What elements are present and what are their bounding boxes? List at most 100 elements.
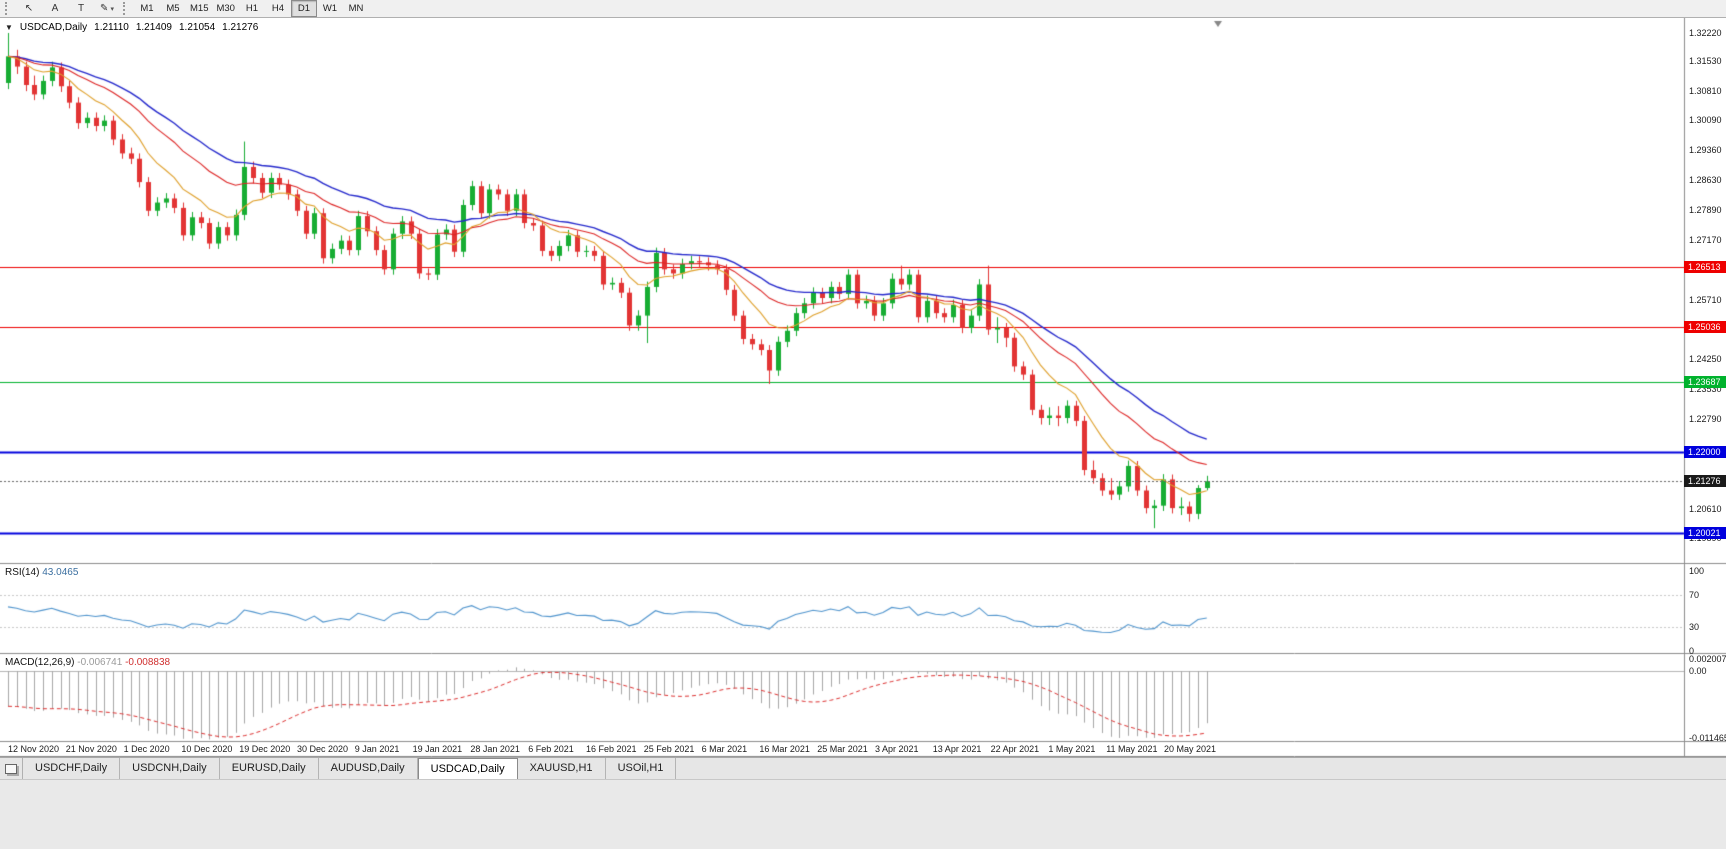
timeframe-button-m5[interactable]: M5: [166, 3, 180, 14]
date-label: 20 May 2021: [1164, 744, 1217, 754]
price-axis-label: 1.30090: [1689, 115, 1722, 126]
chart-tab-usdcnh[interactable]: USDCNH,Daily: [120, 758, 220, 779]
timeframe-button-h4[interactable]: H4: [271, 3, 285, 14]
price-line-badge: 1.25036: [1684, 321, 1726, 334]
chart-tabbar: USDCHF,Daily USDCNH,Daily EURUSD,Daily AUDU…: [0, 757, 1726, 779]
date-label: 6 Feb 2021: [528, 744, 574, 754]
date-label: 1 Dec 2020: [123, 744, 170, 754]
chart-canvas[interactable]: [0, 18, 1726, 757]
macd-name: MACD(12,26,9): [5, 657, 75, 668]
date-label: 19 Jan 2021: [412, 744, 463, 754]
text-tool-icon: T: [77, 3, 85, 14]
price-axis-label: 1.24250: [1689, 354, 1722, 365]
price-line-badge: 1.26513: [1684, 260, 1726, 273]
chart-tab-eurusd[interactable]: EURUSD,Daily: [219, 758, 319, 779]
text-tool-button[interactable]: T: [68, 0, 94, 17]
chart-tab-usdcad[interactable]: USDCAD,Daily: [417, 758, 518, 779]
rsi-name: RSI(14): [5, 567, 40, 578]
macd-main-value: -0.006741: [77, 657, 123, 668]
rsi-axis-label: 100: [1689, 566, 1705, 576]
status-area: [0, 779, 1726, 849]
macd-axis-label: 0.0020074: [1689, 654, 1726, 665]
timeframe-button-h1[interactable]: H1: [245, 3, 259, 14]
cursor-tool-icon: ↖: [24, 3, 34, 14]
timeframe-button-m1[interactable]: M1: [140, 3, 154, 14]
date-label: 6 Mar 2021: [701, 744, 748, 754]
chart-tab-audusd[interactable]: AUDUSD,Daily: [318, 758, 418, 779]
text-label-tool-button[interactable]: A: [42, 0, 68, 17]
macd-axis-label: -0.0114652: [1689, 733, 1726, 744]
tools-group: ↖ A T ✎ ▾: [16, 0, 120, 17]
date-label: 1 May 2021: [1048, 744, 1096, 754]
chart-tab-usdchf[interactable]: USDCHF,Daily: [23, 758, 121, 779]
drawing-tools-button[interactable]: ✎ ▾: [94, 0, 120, 17]
price-line-badge: 1.20021: [1684, 526, 1726, 539]
windows-grid-icon: [5, 763, 17, 774]
window-list-icon[interactable]: [0, 758, 23, 779]
date-label: 25 Mar 2021: [817, 744, 868, 754]
rsi-axis-label: 0: [1689, 646, 1695, 656]
date-label: 3 Apr 2021: [875, 744, 919, 754]
main-toolbar: ↖ A T ✎ ▾ M1 M5 M15 M30 H1 H4 D1 W1 MN: [0, 0, 1726, 18]
rsi-axis-label: 70: [1689, 590, 1700, 600]
timeframe-button-mn[interactable]: MN: [348, 3, 364, 14]
price-line-badge: 1.23687: [1684, 376, 1726, 389]
price-axis-label: 1.31530: [1689, 56, 1722, 67]
price-axis-label: 1.20610: [1689, 503, 1722, 514]
ohlc-open: 1.21110: [94, 22, 129, 33]
date-label: 21 Nov 2020: [65, 744, 117, 754]
price-axis-label: 1.23530: [1689, 383, 1722, 394]
dropdown-caret-icon: ▾: [110, 5, 114, 13]
timeframe-button-w1[interactable]: W1: [322, 3, 338, 14]
toolbar-grip[interactable]: [5, 2, 11, 15]
price-axis-label: 1.25710: [1689, 294, 1722, 305]
price-axis-label: 1.30810: [1689, 85, 1722, 96]
chart-tab-xauusd[interactable]: XAUUSD,H1: [517, 758, 606, 779]
price-axis-label: 1.22790: [1689, 414, 1722, 425]
chart-tabs: USDCHF,Daily USDCNH,Daily EURUSD,Daily AUDU…: [23, 758, 677, 779]
date-label: 16 Mar 2021: [759, 744, 810, 754]
timeframe-button-m30[interactable]: M30: [216, 3, 235, 14]
date-label: 9 Jan 2021: [354, 744, 400, 754]
time-axis[interactable]: 12 Nov 2020 21 Nov 2020 1 Dec 2020 10 Dec 2…: [0, 741, 1684, 757]
price-axis-label: 1.28630: [1689, 175, 1722, 186]
date-label: 13 Apr 2021: [932, 744, 982, 754]
date-label: 10 Dec 2020: [181, 744, 233, 754]
date-label: 12 Nov 2020: [8, 744, 60, 754]
price-axis[interactable]: 1.32220 1.31530 1.30810 1.30090 1.29360 1.286…: [1684, 18, 1726, 757]
cursor-tool-button[interactable]: ↖: [16, 0, 42, 17]
toolbar-grip-2[interactable]: [123, 2, 129, 15]
date-label: 22 Apr 2021: [990, 744, 1040, 754]
ohlc-low: 1.21054: [178, 22, 216, 33]
date-label: 16 Feb 2021: [586, 744, 637, 754]
macd-signal-value: -0.008838: [125, 657, 171, 668]
text-label-tool-icon: A: [51, 3, 59, 14]
chart-symbol-label: USDCAD,Daily: [19, 22, 88, 33]
timeframes-group: M1 M5 M15 M30 H1 H4 D1 W1 MN: [134, 0, 369, 17]
macd-indicator-label: MACD(12,26,9) -0.006741 -0.008838: [5, 657, 170, 668]
price-axis-label: 1.27890: [1689, 205, 1722, 216]
timeframe-button-m15[interactable]: M15: [190, 3, 209, 14]
date-label: 25 Feb 2021: [643, 744, 695, 754]
price-axis-label: 1.29360: [1689, 145, 1722, 156]
ohlc-close: 1.21276: [222, 22, 259, 33]
price-axis-label: 1.32220: [1689, 27, 1722, 38]
date-label: 11 May 2021: [1106, 744, 1158, 754]
date-label: 30 Dec 2020: [297, 744, 349, 754]
price-line-badge: 1.22000: [1684, 445, 1726, 458]
timeframe-button-d1[interactable]: D1: [290, 0, 317, 17]
current-price-badge: 1.21276: [1684, 475, 1726, 488]
chart-title: ▼ USDCAD,Daily 1.21110 1.21409 1.21054 1…: [5, 22, 258, 33]
date-label: 28 Jan 2021: [470, 744, 520, 754]
one-click-toggle-icon[interactable]: ▼: [5, 23, 13, 32]
drawing-tools-icon: ✎: [100, 3, 109, 14]
chart-tab-usoil[interactable]: USOil,H1: [605, 758, 677, 779]
macd-axis-label: 0.00: [1689, 666, 1707, 676]
date-label: 19 Dec 2020: [239, 744, 291, 754]
rsi-indicator-label: RSI(14) 43.0465: [5, 567, 78, 578]
ohlc-high: 1.21409: [135, 22, 172, 33]
rsi-value: 43.0465: [42, 567, 79, 578]
chart-area: ▼ USDCAD,Daily 1.21110 1.21409 1.21054 1…: [0, 18, 1726, 757]
price-axis-label: 1.27170: [1689, 234, 1722, 245]
